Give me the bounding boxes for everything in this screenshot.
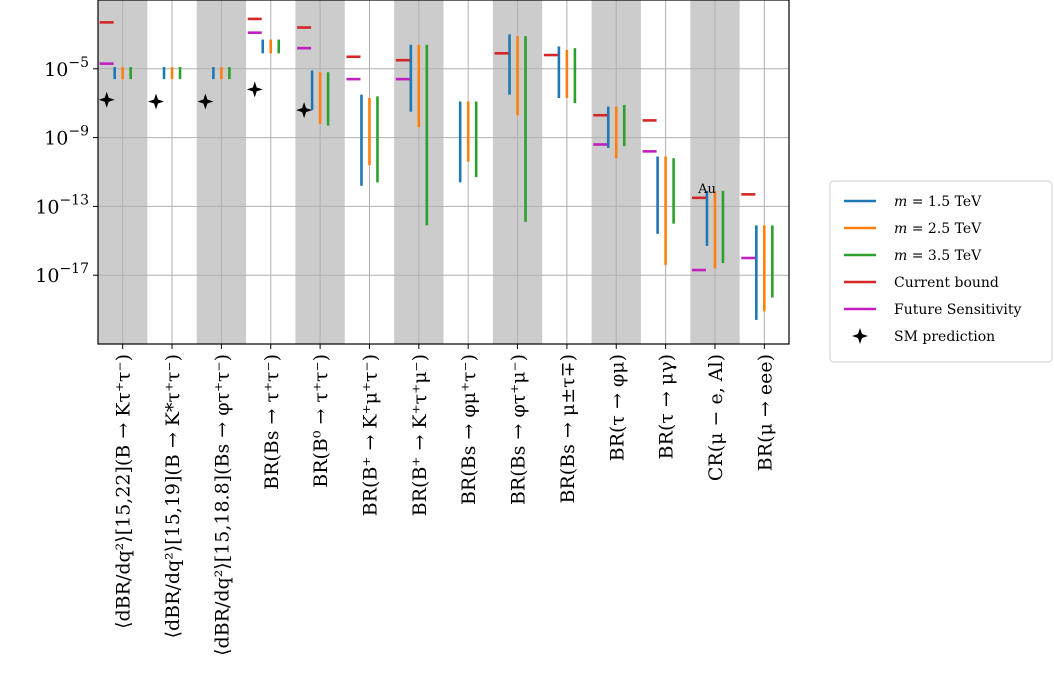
sm-prediction-marker [246, 81, 263, 98]
legend-label: Future Sensitivity [894, 302, 1021, 318]
x-tick-label: BR(B⁺ → K⁺τ⁺μ⁻) [409, 354, 431, 516]
x-tick-label: BR(Bs → μ±τ∓) [557, 354, 579, 504]
x-tick-label: BR(τ → μγ) [656, 354, 678, 459]
x-tick-label: CR(μ − e, Al) [705, 354, 727, 481]
legend-label: m = 2.5 TeV [894, 221, 982, 237]
chart-marks [98, 17, 774, 320]
x-axis: ⟨dBR/dq²⟩[15,22](B → Kτ⁺τ⁻) ⟨dBR/dq²⟩[15,… [113, 344, 776, 656]
sm-prediction-marker [197, 93, 214, 110]
x-tick-label: BR(Bs → φμ⁺τ⁻) [458, 354, 480, 505]
x-tick-label: ⟨dBR/dq²⟩[15,19](B → K*τ⁺τ⁻) [162, 354, 184, 638]
x-tick-label: BR(Bs → φτ⁺μ⁻) [508, 354, 530, 505]
legend-swatch [852, 328, 868, 344]
legend-label: m = 3.5 TeV [894, 248, 982, 264]
sm-prediction-marker [296, 102, 313, 119]
legend-label: SM prediction [894, 329, 995, 345]
sm-prediction-marker [98, 91, 115, 108]
plot-frame [97, 0, 790, 345]
legend-label: m = 1.5 TeV [894, 194, 982, 210]
y-tick-label: 10−17 [35, 261, 89, 287]
x-tick-label: BR(τ → φμ) [606, 354, 628, 461]
y-tick-label: 10−9 [44, 124, 89, 150]
x-tick-label: BR(B⁰ → τ⁺τ⁻) [310, 354, 332, 488]
annotations: Au [697, 182, 716, 197]
y-tick-label: 10−13 [35, 192, 89, 218]
x-tick-label: BR(Bs → τ⁺τ⁻) [261, 354, 283, 490]
legend: m = 1.5 TeV m = 2.5 TeV m = 3.5 TeV Current… [829, 180, 1053, 363]
y-axis: 10−5 10−9 10−13 10−17 [35, 55, 98, 287]
x-tick-label: BR(B⁺ → K⁺μ⁺τ⁻) [359, 354, 381, 516]
x-tick-label: ⟨dBR/dq²⟩[15,22](B → Kτ⁺τ⁻) [113, 354, 135, 629]
x-tick-label: BR(μ → eee) [754, 354, 776, 471]
x-tick-label: ⟨dBR/dq²⟩[15,18.8](Bs → φτ⁺τ⁻) [211, 354, 233, 656]
y-tick-label: 10−5 [44, 55, 89, 81]
sm-prediction-marker [148, 93, 164, 110]
legend-box [829, 180, 1053, 363]
legend-label: Current bound [894, 275, 999, 291]
annotation-label: Au [697, 182, 716, 197]
